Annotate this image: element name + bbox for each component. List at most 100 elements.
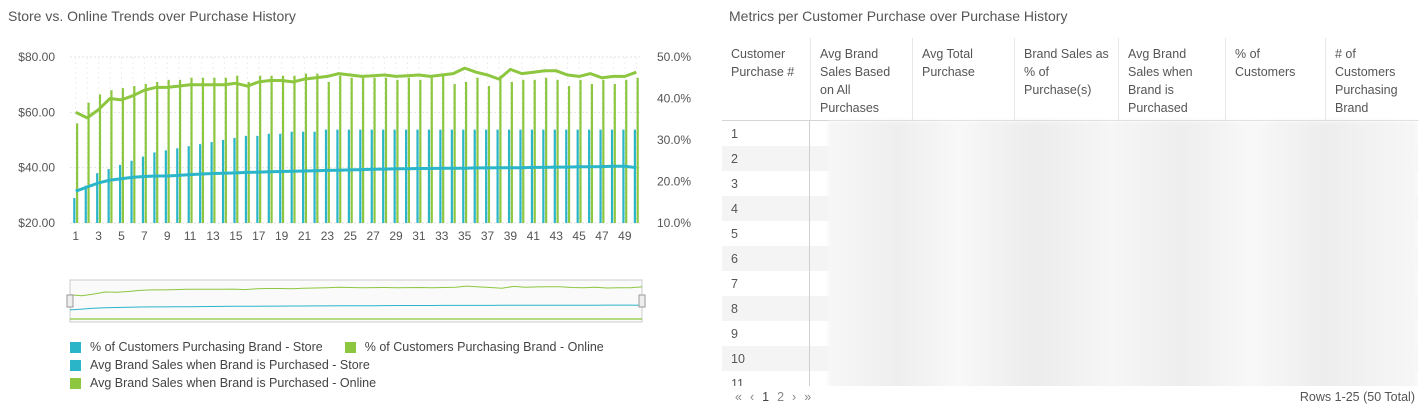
bar-store-1[interactable] bbox=[73, 198, 76, 223]
bar-store-25[interactable] bbox=[347, 129, 350, 223]
bar-store-16[interactable] bbox=[244, 135, 248, 223]
column-header[interactable]: Avg Total Purchase bbox=[912, 38, 1014, 120]
bar-store-31[interactable] bbox=[416, 129, 419, 223]
bar-store-22[interactable] bbox=[313, 131, 316, 223]
bar-online-27[interactable] bbox=[373, 77, 376, 223]
column-header[interactable]: Brand Sales as % of Purchase(s) bbox=[1014, 38, 1118, 120]
bar-store-30[interactable] bbox=[404, 129, 408, 223]
last-page-icon[interactable]: » bbox=[804, 390, 812, 404]
bar-online-48[interactable] bbox=[613, 83, 616, 223]
bar-store-5[interactable] bbox=[118, 164, 122, 223]
bar-store-19[interactable] bbox=[279, 133, 282, 223]
page-link-2[interactable]: 2 bbox=[777, 390, 785, 404]
bar-store-13[interactable] bbox=[210, 142, 213, 223]
first-page-icon[interactable]: « bbox=[735, 390, 742, 404]
bar-store-39[interactable] bbox=[507, 129, 511, 223]
column-header[interactable]: Avg Brand Sales when Brand is Purchased bbox=[1118, 38, 1225, 120]
bar-store-34[interactable] bbox=[450, 129, 453, 223]
bar-online-8[interactable] bbox=[156, 81, 159, 224]
bar-online-44[interactable] bbox=[567, 86, 571, 223]
bar-online-41[interactable] bbox=[533, 79, 536, 223]
page-link-1[interactable]: 1 bbox=[762, 390, 770, 404]
bar-store-48[interactable] bbox=[610, 129, 614, 223]
bar-online-3[interactable] bbox=[98, 94, 102, 223]
bar-online-31[interactable] bbox=[419, 79, 422, 223]
bar-online-30[interactable] bbox=[407, 77, 410, 223]
bar-online-7[interactable] bbox=[144, 83, 147, 223]
table-row[interactable]: 1 bbox=[722, 121, 1418, 146]
bar-store-42[interactable] bbox=[542, 129, 545, 223]
bar-store-43[interactable] bbox=[553, 129, 556, 223]
bar-store-24[interactable] bbox=[336, 129, 339, 223]
bar-online-38[interactable] bbox=[499, 75, 502, 223]
bar-store-40[interactable] bbox=[519, 129, 522, 223]
bar-online-12[interactable] bbox=[201, 77, 205, 223]
bar-online-11[interactable] bbox=[190, 77, 193, 223]
table-row[interactable]: 3 bbox=[722, 171, 1418, 196]
navigator-right-handle[interactable] bbox=[638, 294, 646, 308]
bar-online-24[interactable] bbox=[339, 75, 342, 223]
table-row[interactable]: 9 bbox=[722, 321, 1418, 346]
range-navigator[interactable] bbox=[66, 279, 646, 323]
bar-online-26[interactable] bbox=[362, 77, 365, 223]
bar-store-26[interactable] bbox=[359, 129, 362, 223]
bar-online-29[interactable] bbox=[396, 79, 399, 223]
bar-online-34[interactable] bbox=[453, 83, 456, 223]
bar-online-6[interactable] bbox=[133, 86, 136, 223]
bar-online-42[interactable] bbox=[545, 77, 548, 223]
bar-online-21[interactable] bbox=[304, 73, 308, 223]
table-row[interactable]: 7 bbox=[722, 271, 1418, 296]
bar-store-17[interactable] bbox=[256, 135, 259, 223]
bar-online-35[interactable] bbox=[464, 81, 468, 224]
bar-store-47[interactable] bbox=[599, 129, 602, 223]
bar-store-27[interactable] bbox=[370, 129, 373, 223]
bar-online-49[interactable] bbox=[625, 79, 628, 223]
bar-store-21[interactable] bbox=[302, 131, 305, 223]
bar-store-44[interactable] bbox=[565, 129, 568, 223]
legend-item-online-pct[interactable]: % of Customers Purchasing Brand - Online bbox=[344, 340, 604, 354]
bar-online-5[interactable] bbox=[121, 88, 124, 223]
bar-online-36[interactable] bbox=[476, 77, 479, 223]
bar-store-3[interactable] bbox=[96, 173, 99, 223]
bar-store-15[interactable] bbox=[233, 137, 236, 223]
bar-online-37[interactable] bbox=[487, 86, 491, 223]
bar-store-12[interactable] bbox=[199, 144, 202, 223]
bar-online-9[interactable] bbox=[167, 79, 170, 223]
bar-online-22[interactable] bbox=[316, 73, 319, 223]
bar-store-14[interactable] bbox=[221, 140, 225, 223]
bar-store-36[interactable] bbox=[473, 129, 476, 223]
bar-store-41[interactable] bbox=[530, 129, 534, 223]
bar-online-33[interactable] bbox=[442, 75, 445, 223]
prev-page-icon[interactable]: ‹ bbox=[749, 390, 755, 404]
bar-store-20[interactable] bbox=[290, 131, 293, 223]
bar-store-2[interactable] bbox=[84, 185, 87, 223]
bar-online-28[interactable] bbox=[384, 77, 388, 223]
table-row[interactable]: 11 bbox=[722, 371, 1418, 386]
legend-item-store-pct[interactable]: % of Customers Purchasing Brand - Store bbox=[70, 340, 323, 354]
bar-online-13[interactable] bbox=[213, 77, 216, 223]
bar-online-14[interactable] bbox=[224, 77, 227, 223]
line-store-avg-sales[interactable] bbox=[75, 164, 637, 193]
column-header[interactable]: Customer Purchase # bbox=[731, 47, 795, 79]
bar-online-46[interactable] bbox=[590, 83, 594, 223]
bar-store-38[interactable] bbox=[496, 129, 499, 223]
line-online-avg-sales[interactable] bbox=[75, 66, 637, 120]
bar-store-37[interactable] bbox=[485, 129, 488, 223]
navigator-left-handle[interactable] bbox=[66, 294, 74, 308]
column-header[interactable]: % of Customers bbox=[1225, 38, 1325, 120]
bar-online-23[interactable] bbox=[327, 81, 330, 224]
legend-item-online-avg[interactable]: Avg Brand Sales when Brand is Purchased … bbox=[70, 376, 376, 390]
bar-store-45[interactable] bbox=[576, 129, 579, 223]
table-row[interactable]: 5 bbox=[722, 221, 1418, 246]
bar-store-23[interactable] bbox=[324, 129, 328, 223]
bar-store-8[interactable] bbox=[153, 152, 156, 223]
bar-online-2[interactable] bbox=[87, 102, 90, 223]
bar-online-45[interactable] bbox=[579, 79, 582, 223]
bar-store-4[interactable] bbox=[107, 169, 110, 223]
bar-online-25[interactable] bbox=[350, 77, 353, 223]
bar-online-16[interactable] bbox=[247, 81, 250, 224]
bar-online-4[interactable] bbox=[110, 90, 113, 223]
column-header[interactable]: Avg Brand Sales Based on All Purchases bbox=[810, 38, 912, 120]
bar-store-32[interactable] bbox=[427, 129, 431, 223]
bar-online-47[interactable] bbox=[602, 79, 605, 223]
